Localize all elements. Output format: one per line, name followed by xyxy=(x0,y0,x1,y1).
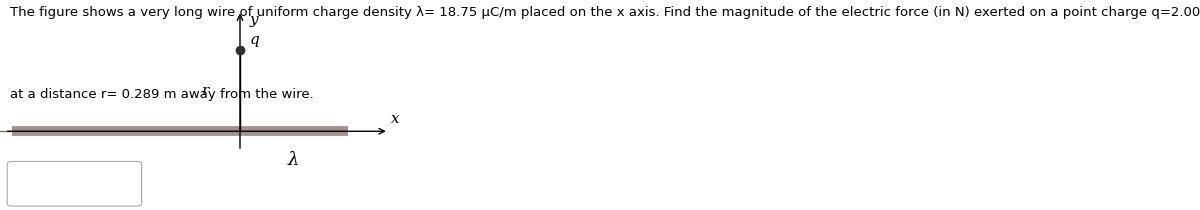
Text: at a distance r= 0.289 m away from the wire.: at a distance r= 0.289 m away from the w… xyxy=(10,88,313,101)
Text: q: q xyxy=(250,33,259,47)
Text: x: x xyxy=(391,112,400,126)
Text: r: r xyxy=(202,84,209,98)
FancyBboxPatch shape xyxy=(7,161,142,206)
Text: The figure shows a very long wire of uniform charge density λ= 18.75 μC/m placed: The figure shows a very long wire of uni… xyxy=(10,6,1200,19)
Text: y: y xyxy=(250,13,258,27)
Text: λ: λ xyxy=(287,151,299,169)
